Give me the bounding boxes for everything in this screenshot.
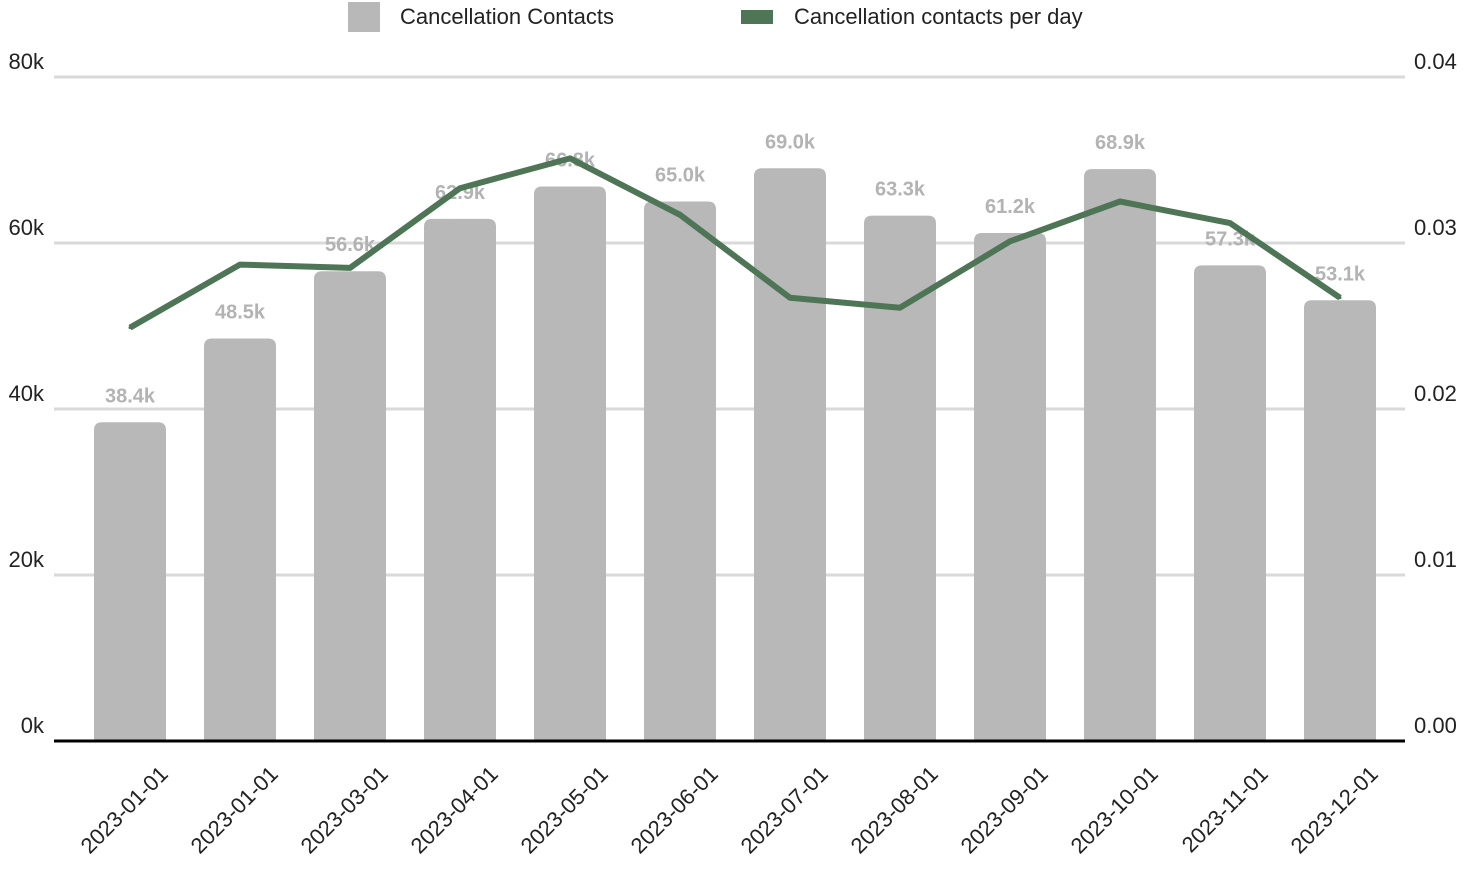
bar-data-labels: 38.4k48.5k56.6k62.9k66.8k65.0k69.0k63.3k… — [105, 131, 1366, 407]
y-left-tick-label: 40k — [9, 381, 45, 406]
line-point — [678, 213, 682, 217]
bar-data-label: 63.3k — [875, 179, 926, 201]
line-series — [128, 155, 1342, 331]
x-axis: 2023-01-01 2023-01-01 2023-03-01 2023-04-01… — [76, 761, 1383, 858]
line-point — [1338, 296, 1342, 300]
line-point — [898, 306, 902, 310]
bar — [1084, 169, 1156, 741]
y-right-tick-label: 0.02 — [1414, 381, 1457, 406]
bar — [644, 201, 716, 741]
x-tick-label: 2023-09-01 — [956, 761, 1053, 858]
line-point — [1118, 200, 1122, 203]
x-tick-label: 2023-12-01 — [1286, 761, 1383, 858]
x-tick-label: 2023-01-01 — [76, 761, 173, 858]
legend-swatch-line — [741, 10, 773, 24]
bar — [314, 271, 386, 741]
legend-label-line: Cancellation contacts per day — [794, 4, 1083, 29]
bar — [534, 186, 606, 741]
x-tick-label: 2023-06-01 — [626, 761, 723, 858]
x-tick-label: 2023-11-01 — [1177, 761, 1273, 857]
bar-data-label: 38.4k — [105, 385, 156, 407]
series-line — [128, 155, 1342, 331]
y-left-tick-label: 20k — [9, 547, 45, 572]
line-point — [238, 263, 242, 267]
y-left-tick-label: 80k — [9, 49, 45, 74]
x-tick-label: 2023-04-01 — [406, 761, 503, 858]
y-left-tick-label: 0k — [21, 713, 45, 738]
x-tick-label: 2023-01-01 — [186, 761, 283, 858]
x-tick-label: 2023-05-01 — [516, 761, 613, 858]
legend-swatch-bars — [348, 2, 380, 32]
bar-data-label: 69.0k — [765, 131, 816, 153]
bar-data-label: 53.1k — [1315, 263, 1366, 285]
bar — [424, 218, 496, 741]
line-point — [458, 186, 462, 190]
bar-series — [94, 168, 1376, 742]
bar — [754, 168, 826, 742]
bar-data-label: 48.5k — [215, 301, 266, 323]
line-point — [128, 326, 132, 330]
line-point — [568, 156, 572, 160]
bar — [1304, 300, 1376, 741]
x-tick-label: 2023-03-01 — [296, 761, 393, 858]
gridlines — [54, 75, 1405, 577]
bar — [864, 215, 936, 742]
bar-data-label: 65.0k — [655, 165, 706, 187]
y-axis-right: 0.00 0.01 0.02 0.03 0.04 — [1414, 49, 1457, 738]
bar — [1194, 265, 1266, 741]
bar — [94, 422, 166, 741]
bar-data-label: 57.3k — [1205, 228, 1256, 250]
x-tick-label: 2023-08-01 — [846, 761, 943, 858]
line-point — [1008, 239, 1012, 243]
y-left-tick-label: 60k — [9, 215, 45, 240]
y-right-tick-label: 0.04 — [1414, 49, 1457, 74]
bar-data-label: 56.6k — [325, 234, 376, 256]
x-tick-label: 2023-07-01 — [736, 761, 833, 858]
legend: Cancellation Contacts Cancellation conta… — [348, 2, 1083, 32]
line-point — [1228, 221, 1232, 225]
line-point — [788, 296, 792, 300]
x-tick-label: 2023-10-01 — [1066, 761, 1163, 858]
bar — [974, 233, 1046, 742]
y-right-tick-label: 0.01 — [1414, 547, 1457, 572]
y-axis-left: 0k 20k 40k 60k 80k — [9, 49, 45, 738]
bar-data-label: 61.2k — [985, 196, 1036, 218]
legend-label-bars: Cancellation Contacts — [400, 4, 614, 29]
line-point — [348, 266, 352, 270]
bar — [204, 338, 276, 741]
y-right-tick-label: 0.03 — [1414, 215, 1457, 240]
bar-data-label: 68.9k — [1095, 132, 1146, 154]
y-right-tick-label: 0.00 — [1414, 713, 1457, 738]
